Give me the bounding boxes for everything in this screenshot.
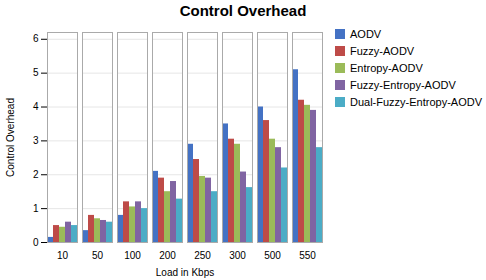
svg-text:4: 4 bbox=[33, 101, 39, 112]
html-text:AODV: AODV bbox=[350, 28, 382, 40]
html-text:Fuzzy-AODV: Fuzzy-AODV bbox=[350, 45, 415, 57]
svg-text:0: 0 bbox=[33, 237, 39, 248]
svg-text:250: 250 bbox=[194, 250, 211, 261]
svg-text:Load in Kbps: Load in Kbps bbox=[156, 267, 214, 278]
svg-text:200: 200 bbox=[159, 250, 176, 261]
svg-text:550: 550 bbox=[299, 250, 316, 261]
svg-text:5: 5 bbox=[33, 67, 39, 78]
svg-text:3: 3 bbox=[33, 135, 39, 146]
svg-text:500: 500 bbox=[264, 250, 281, 261]
html-text:Entropy-AODV: Entropy-AODV bbox=[350, 62, 423, 74]
svg-text:10: 10 bbox=[57, 250, 69, 261]
svg-text:100: 100 bbox=[124, 250, 141, 261]
svg-text:Control Overhead: Control Overhead bbox=[5, 98, 16, 177]
svg-text:6: 6 bbox=[33, 33, 39, 44]
svg-text:50: 50 bbox=[92, 250, 104, 261]
svg-text:2: 2 bbox=[33, 169, 39, 180]
svg-text:1: 1 bbox=[33, 203, 39, 214]
html-text:Dual-Fuzzy-Entropy-AODV: Dual-Fuzzy-Entropy-AODV bbox=[350, 96, 482, 108]
svg-text:300: 300 bbox=[229, 250, 246, 261]
html-text:Control Overhead: Control Overhead bbox=[179, 2, 307, 19]
html-text:Fuzzy-Entropy-AODV: Fuzzy-Entropy-AODV bbox=[350, 79, 456, 91]
